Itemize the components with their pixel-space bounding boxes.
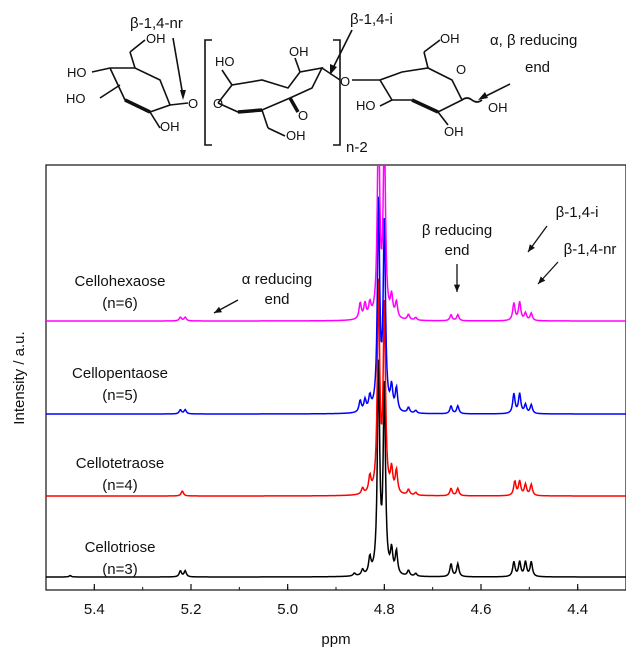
spectrum-cellotetraose [46, 278, 626, 497]
x-axis-title: ppm [321, 631, 350, 648]
oh-label: OH [160, 119, 180, 134]
series-label-cellohexaose: Cellohexaose [75, 273, 166, 290]
annotation-arrowhead [528, 244, 535, 252]
x-tick-label: 5.2 [181, 601, 202, 618]
label-beta-nr: β-1,4-nr [130, 15, 183, 32]
ho-label: HO [66, 91, 86, 106]
o-label: O [213, 96, 223, 111]
series-label-cellohexaose: (n=6) [102, 295, 137, 312]
o-label: O [298, 108, 308, 123]
spectrum-cellopentaose [46, 196, 626, 415]
x-ticks: 5.4 5.2 5.0 4.8 4.6 4.4 [45, 584, 626, 618]
y-axis-title: Intensity / a.u. [11, 331, 28, 424]
series-label-cellotriose: Cellotriose [85, 539, 156, 556]
ho-label: HO [215, 54, 235, 69]
annotation-label: β reducing [422, 222, 492, 239]
ho-label: HO [67, 65, 87, 80]
label-beta-i: β-1,4-i [350, 11, 393, 28]
x-tick-label: 5.4 [84, 601, 105, 618]
series-labels: Cellotriose (n=3) Cellotetraose (n=4) Cellop… [72, 273, 168, 578]
annotation-label: β-1,4-i [556, 204, 599, 221]
annotation-label: end [444, 242, 469, 259]
structure-text: OH HO HO OH O O HO OH OH O O OH O HO OH … [66, 11, 577, 156]
annotation-label: α reducing [242, 271, 312, 288]
nmr-plot: 5.4 5.2 5.0 4.8 4.6 4.4 Cellotriose(n=3)Cello… [11, 164, 626, 648]
bracket-left [204, 39, 212, 146]
series-label-cellotriose: (n=3) [102, 561, 137, 578]
series-label-cellotetraose: Cellotetraose [76, 455, 164, 472]
x-tick-label: 4.6 [471, 601, 492, 618]
oh-label: OH [146, 31, 166, 46]
series-label-cellopentaose: (n=5) [102, 387, 137, 404]
o-label: O [456, 62, 466, 77]
annotation-arrowhead [453, 284, 461, 292]
annotation-arrowhead [538, 276, 546, 284]
label-reducing-end: α, β reducing [490, 32, 577, 49]
annotation-label: end [264, 291, 289, 308]
arrow-i [331, 29, 353, 71]
oh-label: OH [440, 31, 460, 46]
oh-label: OH [286, 128, 306, 143]
oh-label: OH [488, 100, 508, 115]
label-n-2: n-2 [346, 139, 368, 156]
glucose-ring-2 [217, 57, 341, 137]
x-tick-label: 5.0 [277, 601, 298, 618]
annotation-arrowhead [214, 306, 222, 313]
bracket-right [333, 39, 341, 146]
annotations: α reducing end β reducing end β-1,4-i β-1,4-n… [213, 204, 617, 314]
spectra-group [46, 165, 626, 578]
series-label-cellotetraose: (n=4) [102, 477, 137, 494]
annotation-label: β-1,4-nr [564, 241, 617, 258]
cellodextrin-structure [91, 29, 511, 146]
glucose-ring-1 [91, 39, 189, 129]
label-reducing-end-2: end [525, 59, 550, 76]
ho-label: HO [356, 98, 376, 113]
x-tick-label: 4.4 [567, 601, 588, 618]
oh-label: OH [444, 124, 464, 139]
glucose-ring-3 [352, 39, 483, 126]
arrow-nr [172, 37, 184, 97]
spectrum-cellotriose [46, 359, 626, 578]
o-label: O [340, 74, 350, 89]
series-label-cellopentaose: Cellopentaose [72, 365, 168, 382]
spectrum-cellohexaose [46, 165, 626, 322]
oh-label: OH [289, 44, 309, 59]
x-tick-label: 4.8 [374, 601, 395, 618]
o-label: O [188, 96, 198, 111]
